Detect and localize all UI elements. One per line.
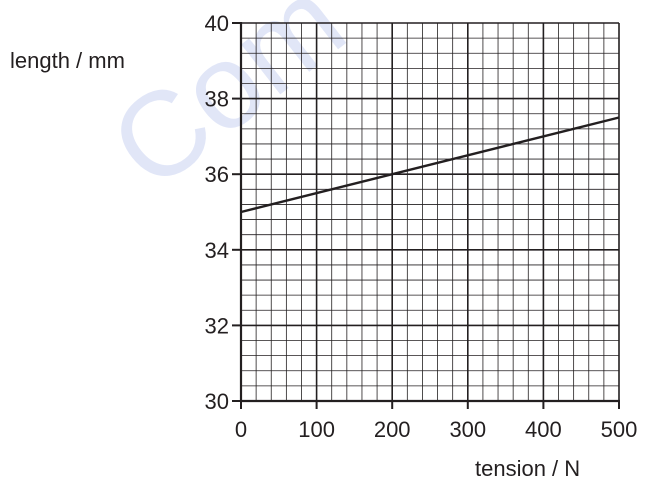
y-tick-label: 32: [205, 313, 229, 338]
y-tick-label: 36: [205, 162, 229, 187]
x-tick-label: 200: [374, 417, 411, 442]
y-tick-label: 40: [205, 11, 229, 36]
x-tick-label: 300: [449, 417, 486, 442]
y-tick-label: 38: [205, 87, 229, 112]
y-tick-label: 34: [205, 238, 229, 263]
x-tick-label: 0: [235, 417, 247, 442]
x-tick-label: 500: [601, 417, 638, 442]
x-axis-title: tension / N: [475, 456, 580, 481]
x-tick-label: 400: [525, 417, 562, 442]
x-tick-label: 100: [298, 417, 335, 442]
y-axis-title: length / mm: [10, 48, 125, 73]
ticks: [232, 22, 620, 409]
series-line: [240, 116, 620, 214]
tick-labels: 0 100 200 300 400 500 30 32 34 36 38 40: [205, 11, 638, 442]
series-layer: [240, 116, 620, 214]
y-tick-label: 30: [205, 389, 229, 414]
